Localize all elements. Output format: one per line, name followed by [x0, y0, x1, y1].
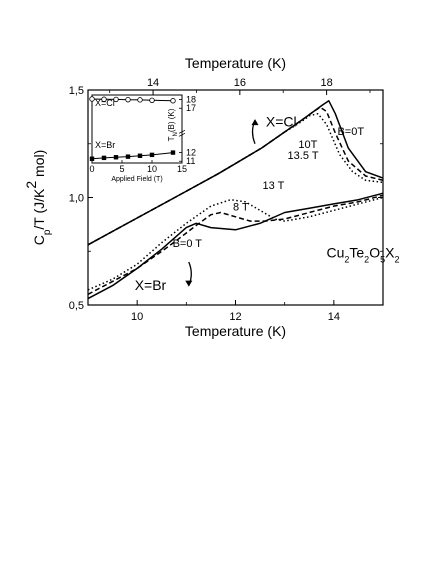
y-tick-label: 1,5: [69, 85, 84, 97]
x-tick-label: 14: [328, 311, 340, 323]
inset-point-open-circle: [137, 97, 143, 103]
x-tick-label: 12: [229, 311, 241, 323]
series-cl-10t: [87, 106, 384, 246]
inset-y-tick-label: 17: [186, 103, 196, 113]
top-x-axis-title: Temperature (K): [185, 55, 286, 71]
inset-point-open-circle: [113, 96, 119, 103]
inset-x-tick-label: 5: [119, 164, 124, 174]
inset-point-open-circle: [125, 96, 131, 103]
inset-y-axis-title-part: (B) (K): [167, 108, 176, 132]
inset-y-axis-title-part: N: [173, 132, 179, 136]
y-axis-title-part: p: [42, 229, 53, 235]
annot-br-13t: 13 T: [263, 180, 285, 192]
annot-cl-b0: B=0T: [337, 126, 364, 138]
top-x-tick-label: 14: [147, 77, 159, 89]
x-tick-label: 10: [131, 311, 143, 323]
x-axis-title: Temperature (K): [185, 323, 286, 339]
y-tick-label: 0,5: [69, 300, 84, 312]
inset-border: [91, 94, 183, 164]
inset-point-open-circle: [89, 96, 95, 102]
inset-point-filled-square: [125, 154, 131, 159]
annot-br-8t: 8 T: [233, 201, 249, 213]
axis-break-icon: [178, 129, 186, 137]
inset-point-filled-square: [170, 150, 176, 155]
inset-point-filled-square: [149, 152, 155, 158]
y-axis-title-part: mol): [31, 150, 47, 181]
inset-point-filled-square: [113, 155, 119, 160]
inset-label-br: X=Br: [95, 140, 115, 150]
series-br-13t: [87, 196, 384, 291]
compound-label-part: O: [369, 245, 380, 261]
inset-x-tick-label: 0: [89, 164, 94, 174]
top-x-tick-label: 18: [320, 77, 332, 89]
compound-label-part: Cu: [326, 245, 344, 261]
compound-label-part: Te: [349, 245, 364, 261]
inset-x-tick-label: 15: [177, 164, 187, 174]
compound-label-part: X: [385, 245, 395, 261]
inset-point-open-circle: [101, 96, 107, 102]
inset-point-filled-square: [137, 153, 143, 158]
inset-y-tick-label: 11: [186, 156, 195, 166]
series-layer: [87, 100, 384, 300]
compound-label: Cu2Te2O5X2: [326, 245, 399, 265]
inset-x-axis-title: Applied Field (T): [111, 176, 162, 183]
inset-y-tick-label: 18: [186, 94, 196, 104]
y-axis-title: Cp/T (J/K2 mol): [23, 150, 53, 246]
annot-br-b0: B=0 T: [173, 238, 203, 250]
annot-x-br: X=Br: [135, 277, 167, 293]
compound-label-part: 2: [344, 255, 349, 265]
inset-label-cl: X=Cl: [95, 98, 115, 108]
inset-x-tick-label: 10: [147, 164, 157, 174]
inset-y-tick-label: 12: [186, 147, 196, 157]
compound-label-part: 2: [364, 255, 369, 265]
y-axis-title-part: C: [31, 235, 47, 245]
inset-point-filled-square: [89, 156, 95, 161]
axes-group: 10 12 14 14 16 18 0,5 1,0 1,5 Temperature (K) Temp…: [23, 55, 384, 339]
compound-label-part: 2: [394, 255, 399, 265]
annot-x-cl: X=Cl: [266, 114, 297, 130]
inset-y-axis-title-part: T: [167, 136, 176, 141]
arrow-down-head-icon: [185, 280, 193, 287]
y-axis-title-part: 2: [23, 181, 39, 189]
annot-cl-10t: 10T: [298, 139, 317, 151]
compound-label-part: 5: [380, 255, 385, 265]
inset-y-axis-title: TN(B) (K): [167, 108, 179, 141]
y-axis-title-part: /T (J/K: [31, 188, 47, 230]
inset-point-open-circle: [170, 98, 176, 104]
top-x-tick-label: 16: [234, 77, 246, 89]
annot-cl-135t: 13.5 T: [288, 150, 319, 162]
series-br-8t: [87, 194, 384, 295]
y-tick-label: 1,0: [69, 193, 84, 205]
inset-point-open-circle: [149, 97, 155, 103]
arrow-up-head-icon: [251, 119, 259, 126]
inset-point-filled-square: [101, 155, 107, 161]
